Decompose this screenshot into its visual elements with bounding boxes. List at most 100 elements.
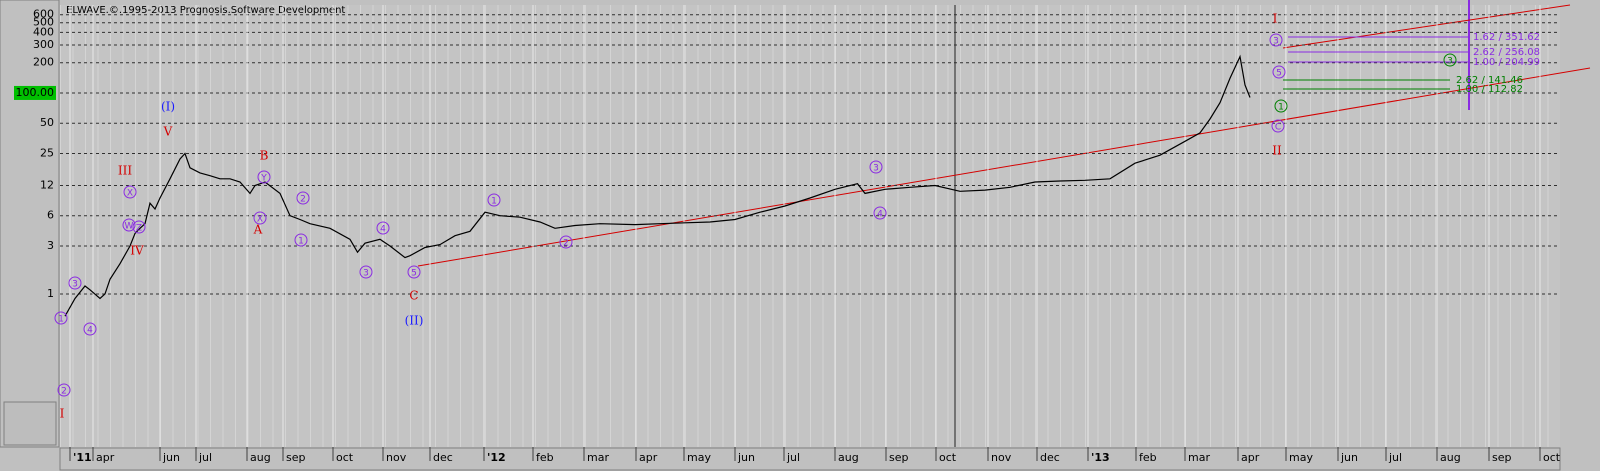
wave-label: 3 bbox=[1447, 57, 1453, 67]
wave-label: I bbox=[60, 407, 65, 421]
x-tick-label: '13 bbox=[1091, 451, 1110, 464]
wave-label: 3 bbox=[1273, 37, 1279, 47]
x-tick-label: may bbox=[687, 451, 711, 464]
x-tick-label: '12 bbox=[487, 451, 506, 464]
wave-circle bbox=[1274, 99, 1288, 113]
wave-label: X bbox=[127, 189, 133, 199]
wave-label: 5 bbox=[411, 269, 417, 279]
wave-label: 2 bbox=[563, 239, 569, 249]
y-tick-label: 100.00 bbox=[16, 86, 55, 99]
x-tick-label: apr bbox=[96, 451, 115, 464]
tick-highlight bbox=[14, 85, 56, 100]
x-tick-label: dec bbox=[1040, 451, 1060, 464]
wave-label: II bbox=[1272, 144, 1282, 158]
wave-label: Z bbox=[136, 224, 142, 234]
wave-circle bbox=[296, 191, 310, 205]
wave-label: I bbox=[1273, 12, 1278, 26]
wave-label: IV bbox=[130, 244, 144, 258]
level-label: 1.00 / 204.99 bbox=[1473, 57, 1540, 68]
wave-circle bbox=[873, 206, 887, 220]
x-tick-label: jun bbox=[737, 451, 755, 464]
wave-circle bbox=[257, 170, 271, 184]
wave-circle bbox=[253, 211, 267, 225]
x-tick-label: sep bbox=[286, 451, 305, 464]
wave-label: 1 bbox=[491, 197, 497, 207]
wave-label: Y bbox=[260, 174, 267, 184]
y-tick-label: 6 bbox=[47, 209, 54, 222]
x-tick-label: apr bbox=[1241, 451, 1260, 464]
corner-box bbox=[3, 401, 57, 446]
wave-circle bbox=[1443, 53, 1457, 67]
wave-label: 4 bbox=[380, 225, 386, 235]
wave-label: C bbox=[1275, 123, 1281, 133]
x-tick-label: nov bbox=[386, 451, 407, 464]
x-axis-panel bbox=[59, 447, 1561, 471]
wave-label: III bbox=[118, 164, 132, 178]
y-tick-label: 25 bbox=[40, 146, 54, 159]
x-tick-label: oct bbox=[939, 451, 957, 464]
x-tick-label: jul bbox=[1388, 451, 1402, 464]
wave-label: 1 bbox=[1278, 103, 1284, 113]
wave-label: (I) bbox=[161, 100, 175, 114]
wave-label: 3 bbox=[72, 280, 78, 290]
wave-label: 1 bbox=[58, 315, 64, 325]
y-tick-label: 12 bbox=[40, 178, 54, 191]
wave-label: A bbox=[253, 223, 263, 237]
trend-line bbox=[417, 67, 1591, 267]
wave-circle bbox=[359, 265, 373, 279]
wave-label: B bbox=[260, 149, 269, 163]
wave-circle bbox=[122, 218, 136, 232]
wave-circle bbox=[1269, 33, 1283, 47]
wave-circle bbox=[54, 311, 68, 325]
wave-circle bbox=[57, 383, 71, 397]
wave-circle bbox=[407, 265, 421, 279]
x-tick-label: dec bbox=[433, 451, 453, 464]
x-tick-label: aug bbox=[838, 451, 859, 464]
wave-circle bbox=[487, 193, 501, 207]
y-tick-label: 300 bbox=[33, 38, 54, 51]
wave-circle bbox=[68, 276, 82, 290]
x-tick-label: oct bbox=[336, 451, 354, 464]
trend-line bbox=[1282, 4, 1571, 49]
wave-label: (II) bbox=[405, 314, 424, 328]
wave-label: X bbox=[257, 215, 263, 225]
x-tick-label: aug bbox=[1440, 451, 1461, 464]
y-tick-label: 50 bbox=[40, 116, 54, 129]
level-label: 2.62 / 141.46 bbox=[1456, 75, 1523, 86]
wave-label: 4 bbox=[877, 210, 883, 220]
x-tick-label: sep bbox=[889, 451, 908, 464]
wave-label: 2 bbox=[300, 195, 306, 205]
x-tick-label: may bbox=[1289, 451, 1313, 464]
wave-label: 4 bbox=[87, 326, 93, 336]
x-tick-label: aug bbox=[250, 451, 271, 464]
x-tick-label: apr bbox=[639, 451, 658, 464]
y-tick-label: 3 bbox=[47, 239, 54, 252]
wave-circle bbox=[559, 235, 573, 249]
x-tick-label: feb bbox=[536, 451, 554, 464]
y-tick-label: 400 bbox=[33, 25, 54, 38]
wave-label: C bbox=[409, 289, 418, 303]
y-tick-label: 500 bbox=[33, 16, 54, 29]
y-tick-label: 600 bbox=[33, 8, 54, 21]
wave-circle bbox=[1271, 119, 1285, 133]
level-label: 1.62 / 351.62 bbox=[1473, 32, 1540, 43]
wave-circle bbox=[1272, 65, 1286, 79]
x-tick-label: jul bbox=[786, 451, 800, 464]
x-tick-label: jun bbox=[1340, 451, 1358, 464]
wave-circle bbox=[869, 160, 883, 174]
level-label: 2.62 / 256.08 bbox=[1473, 47, 1540, 58]
wave-label: 5 bbox=[1276, 69, 1282, 79]
wave-label: 2 bbox=[61, 387, 67, 397]
wave-label: 3 bbox=[363, 269, 369, 279]
x-tick-label: nov bbox=[991, 451, 1012, 464]
x-tick-label: mar bbox=[1188, 451, 1210, 464]
header: ELWAVE.©.1995-2013 Prognosis.Software De… bbox=[66, 5, 345, 16]
x-tick-label: feb bbox=[1139, 451, 1157, 464]
wave-circle bbox=[376, 221, 390, 235]
wave-circle bbox=[123, 185, 137, 199]
y-tick-label: 200 bbox=[33, 56, 54, 69]
price-line bbox=[64, 54, 1251, 317]
wave-circle bbox=[294, 233, 308, 247]
